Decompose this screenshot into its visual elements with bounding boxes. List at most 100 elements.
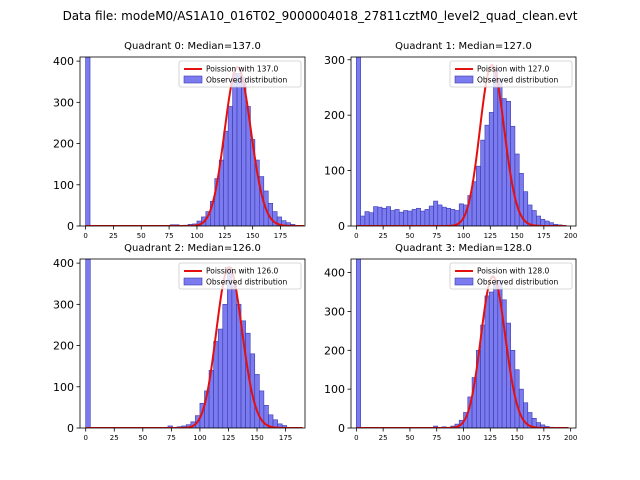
y-tick-label: 300 [324,54,345,67]
histogram-bar [476,165,481,226]
histogram-bar [223,130,229,226]
y-tick-label: 100 [324,383,345,396]
y-tick-label: 0 [338,220,345,233]
y-tick-label: 100 [53,179,74,192]
x-tick-label: 75 [432,434,441,442]
x-tick-label: 25 [379,434,388,442]
histogram-bar [514,153,520,226]
x-tick-label: 0 [354,434,358,442]
y-tick-label: 400 [53,257,74,270]
histogram-bar [428,205,434,226]
histogram-bar [493,283,499,428]
legend-bar-swatch [454,277,474,286]
legend-entry-observed: Observed distribution [206,278,287,287]
x-tick-label: 175 [537,232,550,240]
histogram-bar [441,206,447,226]
y-tick-label: 100 [324,165,345,178]
y-tick-label: 400 [53,55,74,68]
y-tick-label: 400 [324,267,345,280]
legend: Poission with 137.0 Observed distribution [178,60,302,88]
panel-title: Quadrant 2: Median=126.0 [124,243,261,254]
histogram-bar [85,259,91,428]
poisson-curve [85,266,303,428]
x-tick-label: 125 [484,434,497,442]
histogram-bar [433,200,439,226]
histogram-bar [232,73,238,226]
histogram-bar [356,57,361,226]
histogram-bar [167,425,173,428]
x-tick-label: 25 [379,232,388,240]
x-tick-label: 150 [250,434,263,442]
y-tick-label: 200 [53,340,74,353]
legend-entry-observed: Observed distribution [206,76,287,85]
y-tick-label: 0 [67,422,74,435]
legend: Poission with 128.0 Observed distribution [449,262,573,290]
x-tick-label: 150 [510,434,523,442]
x-tick-label: 125 [222,434,235,442]
y-tick-label: 300 [324,305,345,318]
y-tick-label: 0 [67,220,74,233]
figure-suptitle: Data file: modeM0/AS1A10_016T02_90000040… [63,9,578,23]
histogram-bar [231,285,237,428]
histogram-bar [373,206,379,226]
legend-box [178,60,302,88]
x-tick-label: 50 [137,232,146,240]
legend-box [449,262,573,290]
panel-quadrant-2: Quadrant 2: Median=126.0 0 100 200 300 400 0 25… [53,243,306,442]
panel-quadrant-3: Quadrant 3: Median=128.0 0 100 200 300 400 0 25… [324,243,577,442]
histogram-bar [364,211,370,226]
histogram-bar [398,211,404,226]
histogram-bar [416,207,421,226]
histogram-bar [236,73,242,226]
x-tick-label: 0 [354,232,358,240]
legend-entry-poisson: Poission with 128.0 [477,267,550,276]
histogram-bar [407,210,413,226]
panel-title: Quadrant 0: Median=137.0 [124,41,261,52]
histogram-bar [386,206,391,226]
panels: Quadrant 0: Median=137.0 0 100 200 300 400 0 25… [53,41,577,442]
histogram-bar [213,341,219,428]
histogram-bar [488,112,494,226]
histogram-bar [403,210,409,226]
histogram-bar [484,124,490,226]
panel-title: Quadrant 3: Median=128.0 [395,243,532,254]
histogram-bar [518,388,524,428]
histogram-bar [437,204,443,226]
x-tick-label: 25 [109,232,118,240]
legend-bar-swatch [183,277,203,286]
histogram-bar [411,209,417,226]
x-tick-label: 50 [405,434,414,442]
x-tick-label: 75 [432,232,441,240]
histogram-bar [368,212,374,226]
y-tick-label: 200 [324,109,345,122]
x-tick-label: 125 [218,232,231,240]
axes-frame [79,56,306,227]
histogram-bar [394,209,400,226]
y-tick-label: 300 [53,96,74,109]
legend-entry-observed: Observed distribution [477,76,558,85]
poisson-curve [356,64,567,226]
panel-quadrant-0: Quadrant 0: Median=137.0 0 100 200 300 400 0 25… [53,41,306,240]
legend-entry-poisson: Poission with 126.0 [206,267,279,276]
histogram-bar [488,291,494,428]
x-tick-label: 175 [274,232,287,240]
legend-entry-poisson: Poission with 127.0 [477,65,550,74]
legend-box [178,262,302,290]
histogram-bar [381,207,387,226]
histogram-bar [241,77,247,226]
x-tick-label: 100 [457,434,470,442]
y-tick-label: 200 [324,344,345,357]
histogram-bar [536,215,541,226]
legend-box [449,60,573,88]
y-tick-label: 300 [53,298,74,311]
x-tick-label: 75 [167,434,176,442]
legend-entry-poisson: Poission with 137.0 [206,65,279,74]
histogram-bar [227,266,233,428]
histogram-bar [254,374,260,428]
poisson-curve [356,275,569,428]
x-tick-label: 200 [564,232,577,240]
x-tick-label: 0 [83,232,87,240]
y-tick-label: 200 [53,138,74,151]
histogram-bar [480,139,486,226]
